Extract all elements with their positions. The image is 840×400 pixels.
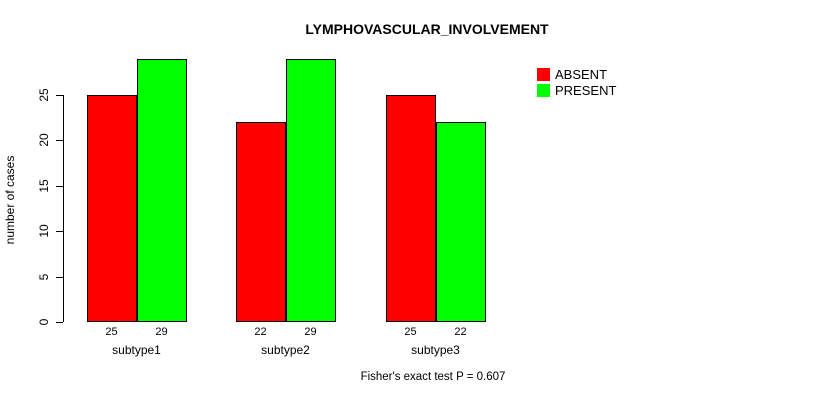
bar-value-label: 29: [304, 326, 317, 338]
bar-value-label: 25: [105, 326, 118, 338]
y-axis-tick: [56, 231, 63, 233]
chart-title: LYMPHOVASCULAR_INVOLVEMENT: [305, 21, 549, 37]
x-category-label: subtype3: [411, 343, 460, 357]
bar-value-label: 29: [155, 326, 168, 338]
y-axis-tick: [56, 185, 63, 187]
legend-label: ABSENT: [555, 67, 608, 82]
bar-absent-subtype3: [385, 95, 436, 322]
legend-swatch-absent: [537, 68, 550, 81]
bar-present-subtype2: [285, 58, 336, 322]
legend-label: PRESENT: [555, 83, 617, 98]
bar-absent-subtype2: [235, 122, 286, 322]
x-category-label: subtype1: [112, 343, 161, 357]
y-axis-line: [63, 95, 64, 322]
y-axis-tick: [56, 276, 63, 278]
y-axis-tick: [56, 140, 63, 142]
bar-value-label: 25: [404, 326, 417, 338]
bar-present-subtype3: [435, 122, 486, 322]
x-category-label: subtype2: [261, 343, 310, 357]
legend-swatch-present: [537, 84, 550, 97]
bar-value-label: 22: [454, 326, 467, 338]
y-tick-label: 20: [37, 133, 51, 148]
y-tick-label: 25: [37, 88, 51, 102]
legend-item: PRESENT: [537, 83, 616, 98]
y-axis-label: number of cases: [3, 155, 17, 245]
y-axis-tick: [56, 95, 63, 96]
y-tick-label: 15: [37, 179, 51, 193]
bar-present-subtype1: [136, 58, 187, 322]
bar-value-label: 22: [254, 326, 267, 338]
y-tick-label: 0: [37, 318, 51, 326]
y-tick-label: 5: [37, 273, 51, 280]
bar-absent-subtype1: [86, 95, 137, 322]
annotation-text: Fisher's exact test P = 0.607: [360, 371, 506, 383]
y-axis-tick: [56, 322, 63, 323]
legend: ABSENT PRESENT: [537, 67, 616, 99]
y-tick-label: 10: [37, 224, 51, 238]
legend-item: ABSENT: [537, 67, 616, 82]
